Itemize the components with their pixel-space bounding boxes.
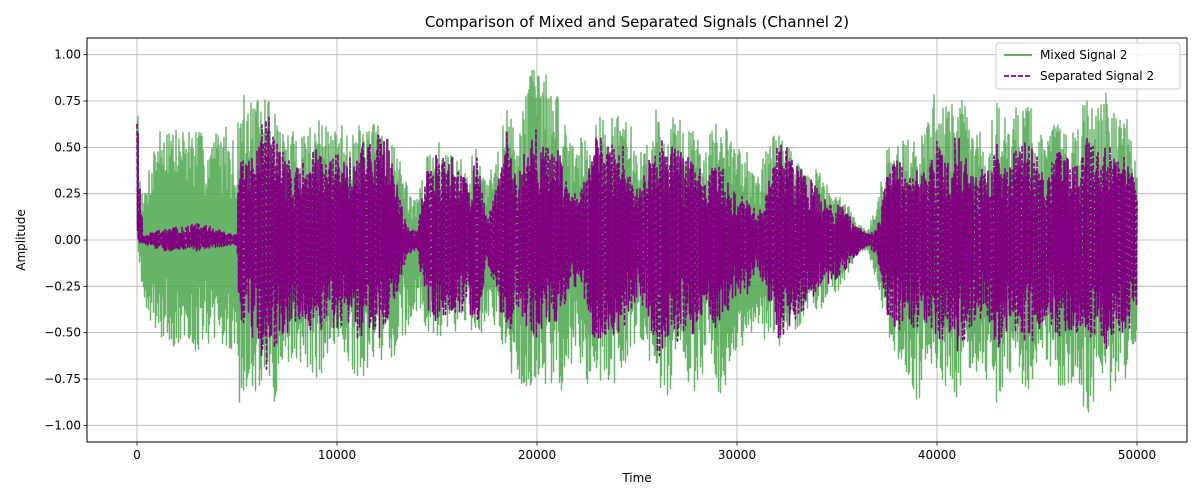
legend-box bbox=[995, 42, 1181, 90]
series-layer bbox=[136, 69, 1138, 413]
y-tick-label: 0.75 bbox=[54, 94, 81, 108]
series-line-separated-signal bbox=[136, 116, 1138, 370]
y-axis-label: Amplitude bbox=[14, 209, 28, 271]
x-tick-label: 0 bbox=[133, 448, 141, 462]
x-tick-label: 10000 bbox=[318, 448, 356, 462]
legend-label-separated-signal: Separated Signal 2 bbox=[1040, 69, 1154, 83]
x-axis-label: Time bbox=[621, 471, 651, 485]
y-tick-label: 0.50 bbox=[54, 140, 81, 154]
legend-label-mixed-signal: Mixed Signal 2 bbox=[1040, 48, 1128, 62]
x-tick-label: 40000 bbox=[918, 448, 956, 462]
x-tick-label: 50000 bbox=[1118, 448, 1156, 462]
y-tick-label: 1.00 bbox=[54, 48, 81, 62]
y-tick-label: 0.00 bbox=[54, 233, 81, 247]
chart-title: Comparison of Mixed and Separated Signal… bbox=[425, 13, 849, 31]
y-tick-label: −0.25 bbox=[44, 279, 81, 293]
ticks-layer: 0 10000 20000 30000 40000 50000 −1.00 −0.75 −0.5… bbox=[44, 48, 1156, 462]
y-tick-label: −1.00 bbox=[44, 418, 81, 432]
x-tick-label: 20000 bbox=[518, 448, 556, 462]
x-tick-label: 30000 bbox=[718, 448, 756, 462]
y-tick-label: −0.50 bbox=[44, 326, 81, 340]
y-tick-label: −0.75 bbox=[44, 372, 81, 386]
y-tick-label: 0.25 bbox=[54, 187, 81, 201]
legend: Mixed Signal 2 Separated Signal 2 bbox=[995, 42, 1181, 90]
